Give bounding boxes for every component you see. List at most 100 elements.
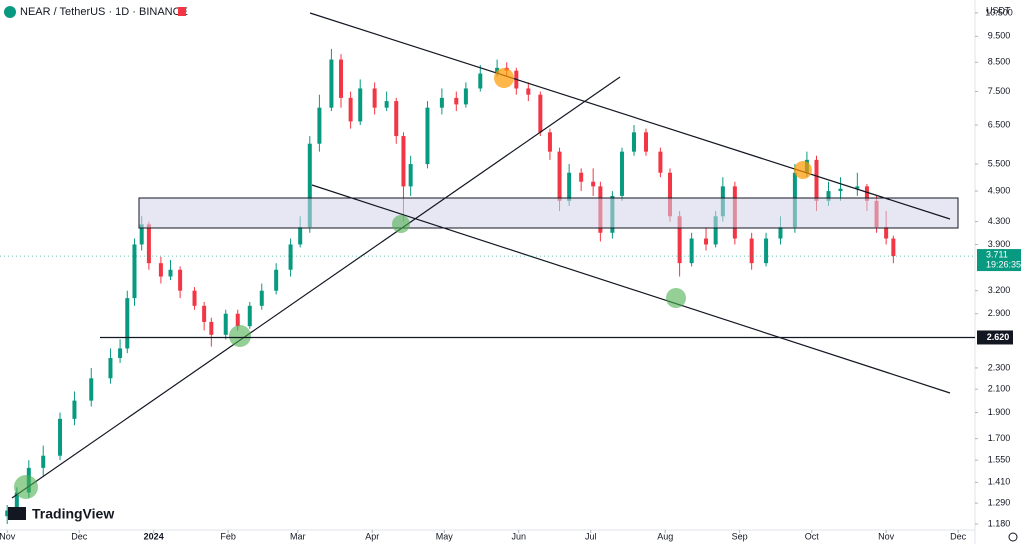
y-tick-label: 1.900 [988, 407, 1011, 417]
x-tick-label: May [436, 531, 454, 541]
y-tick-label: 7.500 [988, 86, 1011, 96]
candle-body [158, 263, 163, 277]
currency: USDT [986, 5, 1011, 15]
x-tick-label: Oct [805, 531, 820, 541]
candle-body [579, 172, 584, 182]
candle-body [677, 216, 682, 264]
candle-body [884, 227, 889, 239]
trend-line [311, 184, 951, 394]
x-tick-label: Apr [365, 531, 379, 541]
candle-body [259, 290, 264, 306]
y-tick-label: 2.900 [988, 308, 1011, 318]
marker [392, 215, 410, 233]
candle-body [348, 97, 353, 122]
candle-body [132, 244, 137, 299]
x-tick-label: Aug [657, 531, 673, 541]
candle-body [235, 313, 240, 327]
candle-body [814, 159, 819, 201]
x-tick-label: Nov [878, 531, 895, 541]
candle-body [168, 269, 173, 277]
candle-body [108, 357, 113, 379]
marker [229, 325, 251, 347]
candle-body [631, 132, 636, 152]
candle-body [89, 378, 94, 401]
candle-body [288, 244, 293, 270]
brand: TradingView [32, 506, 114, 522]
y-tick-label: 2.100 [988, 384, 1011, 394]
candle-body [274, 269, 279, 291]
y-tick-label: 4.300 [988, 216, 1011, 226]
candle-body [408, 164, 413, 187]
y-tick-label: 5.500 [988, 158, 1011, 168]
last-price-label: 3.711 [986, 249, 1008, 259]
candle-body [547, 132, 552, 152]
candle-body [178, 269, 183, 291]
x-tick-label: Jul [585, 531, 597, 541]
candle-body [14, 492, 19, 511]
y-tick-label: 3.900 [988, 239, 1011, 249]
symbol-icon [4, 6, 16, 18]
candle-body [139, 224, 144, 245]
candle-body [538, 94, 543, 133]
marker [794, 161, 812, 179]
y-tick-label: 3.200 [988, 285, 1011, 295]
marker [14, 475, 38, 499]
candle-body [855, 186, 860, 189]
candle-body [192, 290, 197, 306]
candle-body [704, 238, 709, 245]
y-tick-label: 1.180 [988, 518, 1011, 528]
candle-body [838, 188, 843, 192]
candle-body [689, 238, 694, 264]
candle-body [329, 59, 334, 108]
candle-body [439, 97, 444, 108]
x-tick-label: Sep [732, 531, 748, 541]
x-tick-label: Jun [511, 531, 526, 541]
candle-body [591, 181, 596, 187]
candle-body [223, 313, 228, 335]
candle-body [526, 88, 531, 95]
candle-body [567, 172, 572, 201]
trend-line [11, 76, 621, 499]
candle-body [247, 305, 252, 327]
candle-body [619, 151, 624, 196]
candle-body [891, 238, 896, 257]
zone [138, 197, 959, 229]
y-tick-label: 1.550 [988, 455, 1011, 465]
marker [666, 288, 686, 308]
candle-body [454, 97, 459, 105]
x-tick-label: Mar [290, 531, 306, 541]
y-tick-label: 2.300 [988, 362, 1011, 372]
candle-body [372, 88, 377, 108]
y-tick-label: 8.500 [988, 57, 1011, 67]
flag-icon[interactable] [178, 7, 186, 16]
candle-body [5, 510, 10, 517]
price-line-label: 2.620 [987, 332, 1010, 342]
candle-body [425, 107, 430, 165]
candle-body [658, 151, 663, 173]
y-tick-label: 6.500 [988, 119, 1011, 129]
y-tick-label: 1.700 [988, 433, 1011, 443]
candle-body [72, 400, 77, 419]
candle-body [146, 224, 151, 264]
price-line-badge [977, 330, 1013, 345]
chart-title: NEAR / TetherUS · 1D · BINANCE [20, 6, 188, 18]
candle-body [125, 298, 130, 349]
candle-body [495, 67, 500, 74]
settings-icon[interactable] [1008, 532, 1018, 542]
candle-body [401, 136, 406, 187]
y-tick-label: 1.290 [988, 498, 1011, 508]
countdown: 19:26:35 [986, 259, 1021, 269]
marker [494, 68, 514, 88]
last-price-badge [977, 249, 1021, 272]
candle-body [864, 186, 869, 201]
y-tick-label: 9.500 [988, 31, 1011, 41]
x-tick-label: Dec [71, 531, 88, 541]
y-tick-label: 4.900 [988, 185, 1011, 195]
candle-body [298, 227, 303, 245]
candle-body [41, 455, 46, 468]
candle-body [478, 73, 483, 89]
candle-body [394, 101, 399, 137]
candle-body [826, 191, 831, 201]
candle-body [339, 59, 344, 98]
